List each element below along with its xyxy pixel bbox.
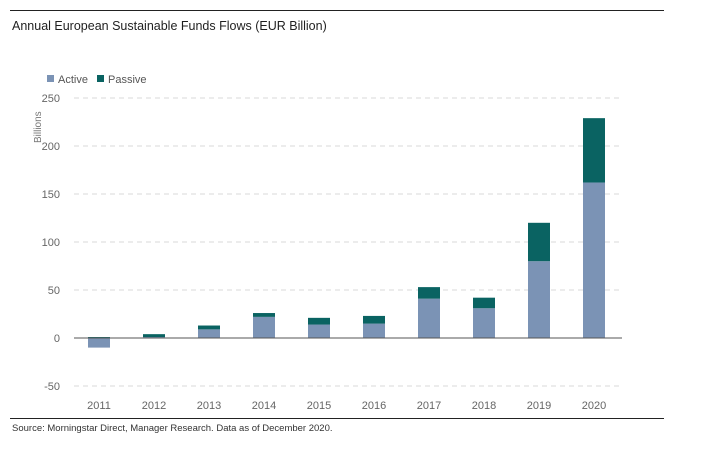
bars: [88, 118, 605, 348]
bar-passive-2013: [198, 325, 220, 330]
bar-passive-2019: [528, 222, 550, 262]
bottom-rule: [10, 418, 664, 419]
bar-passive-2018: [473, 297, 495, 309]
x-tick-label: 2020: [582, 400, 606, 412]
bar-active-2015: [308, 324, 330, 338]
y-axis-ticks: -50 0 50 100 150 200 250: [42, 93, 60, 393]
source-note: Source: Morningstar Direct, Manager Rese…: [12, 423, 333, 434]
legend-label-passive: Passive: [108, 74, 147, 86]
y-tick-label: 50: [48, 285, 60, 297]
bar-passive-2015: [308, 317, 330, 325]
bar-passive-2020: [583, 118, 605, 183]
legend-label-active: Active: [58, 74, 88, 86]
y-axis-label: Billions: [33, 111, 44, 143]
y-tick-label: -50: [44, 381, 60, 393]
x-tick-label: 2016: [362, 400, 386, 412]
legend: Active Passive: [47, 74, 147, 86]
x-tick-label: 2017: [417, 400, 441, 412]
bar-active-2011: [88, 338, 110, 348]
y-tick-label: 150: [42, 189, 60, 201]
x-tick-label: 2015: [307, 400, 331, 412]
y-tick-label: 100: [42, 237, 60, 249]
legend-swatch-active: [47, 75, 54, 82]
bar-passive-2014: [253, 313, 275, 317]
y-tick-label: 0: [54, 333, 60, 345]
x-tick-label: 2012: [142, 400, 166, 412]
legend-swatch-passive: [97, 75, 104, 82]
chart-title: Annual European Sustainable Funds Flows …: [12, 19, 327, 33]
bar-active-2016: [363, 323, 385, 338]
gridlines: [74, 97, 622, 387]
x-tick-label: 2011: [87, 400, 111, 412]
bar-active-2013: [198, 329, 220, 338]
top-rule: [10, 10, 664, 11]
x-tick-label: 2013: [197, 400, 221, 412]
x-axis-ticks: 2011 2012 2013 2014 2015 2016 2017 2018 2019 2020: [87, 400, 606, 412]
y-tick-label: 250: [42, 93, 60, 105]
bar-active-2019: [528, 261, 550, 338]
x-tick-label: 2019: [527, 400, 551, 412]
bar-active-2018: [473, 308, 495, 338]
bar-active-2020: [583, 182, 605, 338]
bar-passive-2016: [363, 315, 385, 324]
bar-active-2017: [418, 298, 440, 338]
bar-passive-2017: [418, 287, 440, 299]
x-tick-label: 2014: [252, 400, 276, 412]
bar-active-2014: [253, 316, 275, 338]
x-tick-label: 2018: [472, 400, 496, 412]
bar-passive-2012: [143, 334, 165, 338]
y-tick-label: 200: [42, 141, 60, 153]
